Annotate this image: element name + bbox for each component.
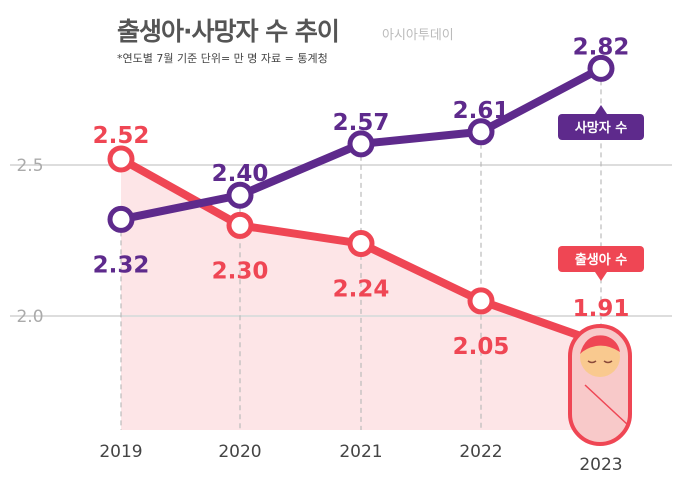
callout-tip (595, 272, 607, 281)
y-tick-label: 2.0 (16, 307, 43, 327)
data-point (347, 130, 375, 158)
baby-eyes (587, 360, 613, 364)
x-tick-label: 2020 (218, 442, 261, 462)
data-label: 2.52 (93, 123, 150, 149)
data-point (226, 181, 254, 209)
y-tick-label: 2.5 (16, 156, 43, 176)
data-label: 2.57 (333, 110, 390, 136)
legend-callout (558, 246, 644, 272)
data-point (107, 205, 135, 233)
chart-title: 출생아·사망자 수 추이 (117, 17, 340, 46)
legend-label: 사망자 수 (575, 120, 627, 136)
data-label: 2.32 (93, 252, 150, 278)
brand-logo: 아시아투데이 (382, 28, 454, 43)
data-label: 2.82 (573, 34, 630, 60)
data-point (347, 230, 375, 258)
baby-hair (580, 335, 620, 354)
data-point (467, 118, 495, 146)
x-tick-label: 2023 (579, 455, 622, 475)
data-label: 2.30 (212, 258, 269, 284)
data-label: 2.40 (212, 161, 269, 187)
legend-callout (558, 114, 644, 140)
x-tick-label: 2019 (99, 442, 142, 462)
data-label: 2.05 (453, 334, 510, 360)
data-point (226, 211, 254, 239)
data-label: 2.61 (453, 98, 510, 124)
data-point (467, 287, 495, 315)
baby-icon (568, 324, 632, 446)
data-point (587, 54, 615, 82)
x-tick-label: 2022 (459, 442, 502, 462)
data-label: 1.91 (573, 296, 630, 322)
chart-subtitle: *연도별 7월 기준 단위= 만 명 자료 = 통계청 (117, 52, 328, 65)
x-tick-label: 2021 (339, 442, 382, 462)
callout-tip (595, 105, 607, 114)
data-label: 2.24 (333, 277, 390, 303)
legend-label: 출생아 수 (575, 252, 627, 268)
swaddle-fold (584, 384, 629, 426)
data-point (107, 145, 135, 173)
